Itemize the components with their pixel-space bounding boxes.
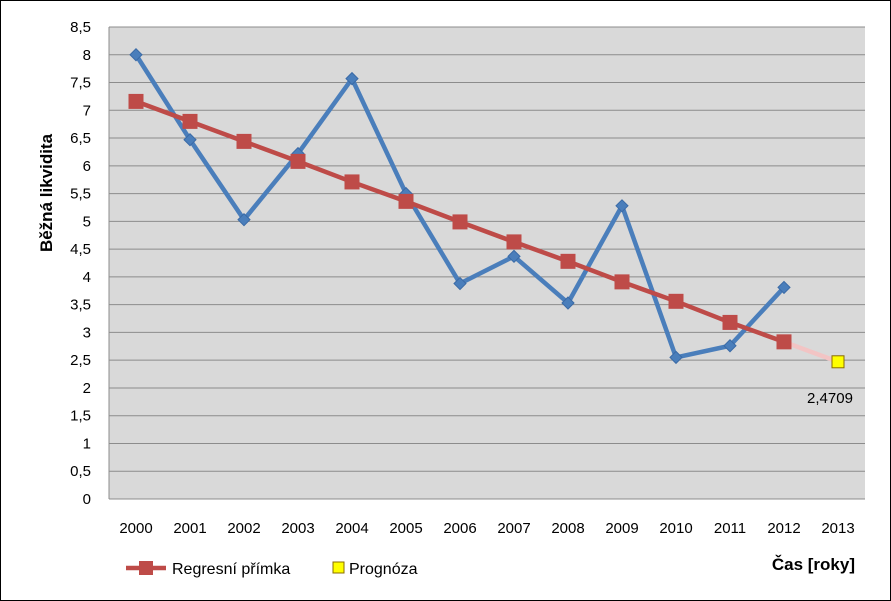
data-point-diamond xyxy=(237,212,251,227)
y-tick-label: 3 xyxy=(83,324,91,341)
x-tick-label: 2005 xyxy=(389,520,422,537)
x-tick-label: 2007 xyxy=(497,520,530,537)
legend-label: Regresní přímka xyxy=(172,561,290,578)
data-point-diamond xyxy=(777,280,791,295)
series-markers xyxy=(128,48,845,369)
forecast-connector-line xyxy=(783,339,839,364)
y-tick-label: 5,5 xyxy=(70,186,91,203)
x-tick-label: 2013 xyxy=(821,520,854,537)
regression-point xyxy=(560,253,576,269)
y-tick-label: 4,5 xyxy=(70,241,91,258)
forecast-point xyxy=(831,355,845,369)
data-point-diamond xyxy=(183,133,197,147)
regression-point xyxy=(668,293,684,309)
regression-point xyxy=(182,113,198,129)
plot-area xyxy=(109,27,865,499)
annotations: 2,4709 xyxy=(807,390,853,407)
regression-point xyxy=(398,193,414,209)
x-tick-label: 2004 xyxy=(335,520,368,537)
data-point-diamond xyxy=(453,276,467,291)
y-tick-label: 1 xyxy=(83,435,91,452)
x-tick-label: 2011 xyxy=(714,520,746,537)
grid-lines xyxy=(108,26,865,500)
x-tick-label: 2008 xyxy=(551,520,584,537)
y-tick-label: 4 xyxy=(83,269,91,286)
y-tick-label: 6 xyxy=(83,158,91,175)
y-axis-title: Běžná likvidita xyxy=(37,133,56,252)
x-tick-label: 2003 xyxy=(281,520,314,537)
data-point-diamond xyxy=(723,339,737,353)
data-point-diamond xyxy=(129,48,143,62)
y-tick-label: 8,5 xyxy=(70,19,91,36)
data-point-diamond xyxy=(669,350,683,365)
data-point-diamond xyxy=(507,249,521,264)
legend: Regresní přímka Prognóza xyxy=(126,561,418,578)
regression-point xyxy=(776,334,792,350)
regression-point xyxy=(506,234,522,250)
regression-point xyxy=(344,174,360,190)
y-tick-label: 0,5 xyxy=(70,463,91,480)
y-tick-label: 6,5 xyxy=(70,130,91,147)
y-tick-label: 7 xyxy=(83,102,91,119)
x-tick-label: 2010 xyxy=(659,520,692,537)
x-tick-label: 2012 xyxy=(767,520,800,537)
y-tick-label: 2,5 xyxy=(70,352,91,369)
regression-point xyxy=(128,93,144,109)
y-tick-label: 3,5 xyxy=(70,297,91,314)
y-tick-label: 1,5 xyxy=(70,408,91,425)
x-tick-label: 2009 xyxy=(605,520,638,537)
y-tick-label: 0 xyxy=(83,491,91,508)
data-point-diamond xyxy=(345,71,359,86)
y-tick-labels: 0 0,5 1 1,5 2 2,5 3 3,5 4 4,5 5 5,5 6 6,5 7 7,5 8 8,5 xyxy=(70,19,91,508)
x-tick-labels: 2000 2001 2002 2003 2004 2005 2006 2007 2008 2009… xyxy=(119,520,854,537)
data-point-diamond xyxy=(561,296,575,310)
regression-point xyxy=(236,133,252,149)
x-axis-title: Čas [roky] xyxy=(772,555,855,574)
legend-swatch-forecast xyxy=(332,561,345,574)
regression-point xyxy=(452,214,468,230)
x-tick-label: 2002 xyxy=(227,520,260,537)
legend-label: Prognóza xyxy=(349,561,418,578)
legend-swatch-marker xyxy=(139,561,153,575)
regression-point xyxy=(722,314,738,330)
x-tick-label: 2000 xyxy=(119,520,152,537)
y-tick-label: 7,5 xyxy=(70,75,91,92)
y-tick-label: 2 xyxy=(83,380,91,397)
data-point-diamond xyxy=(615,199,629,213)
y-tick-label: 8 xyxy=(83,47,91,64)
regression-point xyxy=(290,153,306,169)
regression-point xyxy=(614,274,630,290)
x-tick-label: 2006 xyxy=(443,520,476,537)
x-tick-label: 2001 xyxy=(173,520,206,537)
y-tick-label: 5 xyxy=(83,213,91,230)
forecast-value-label: 2,4709 xyxy=(807,390,853,407)
